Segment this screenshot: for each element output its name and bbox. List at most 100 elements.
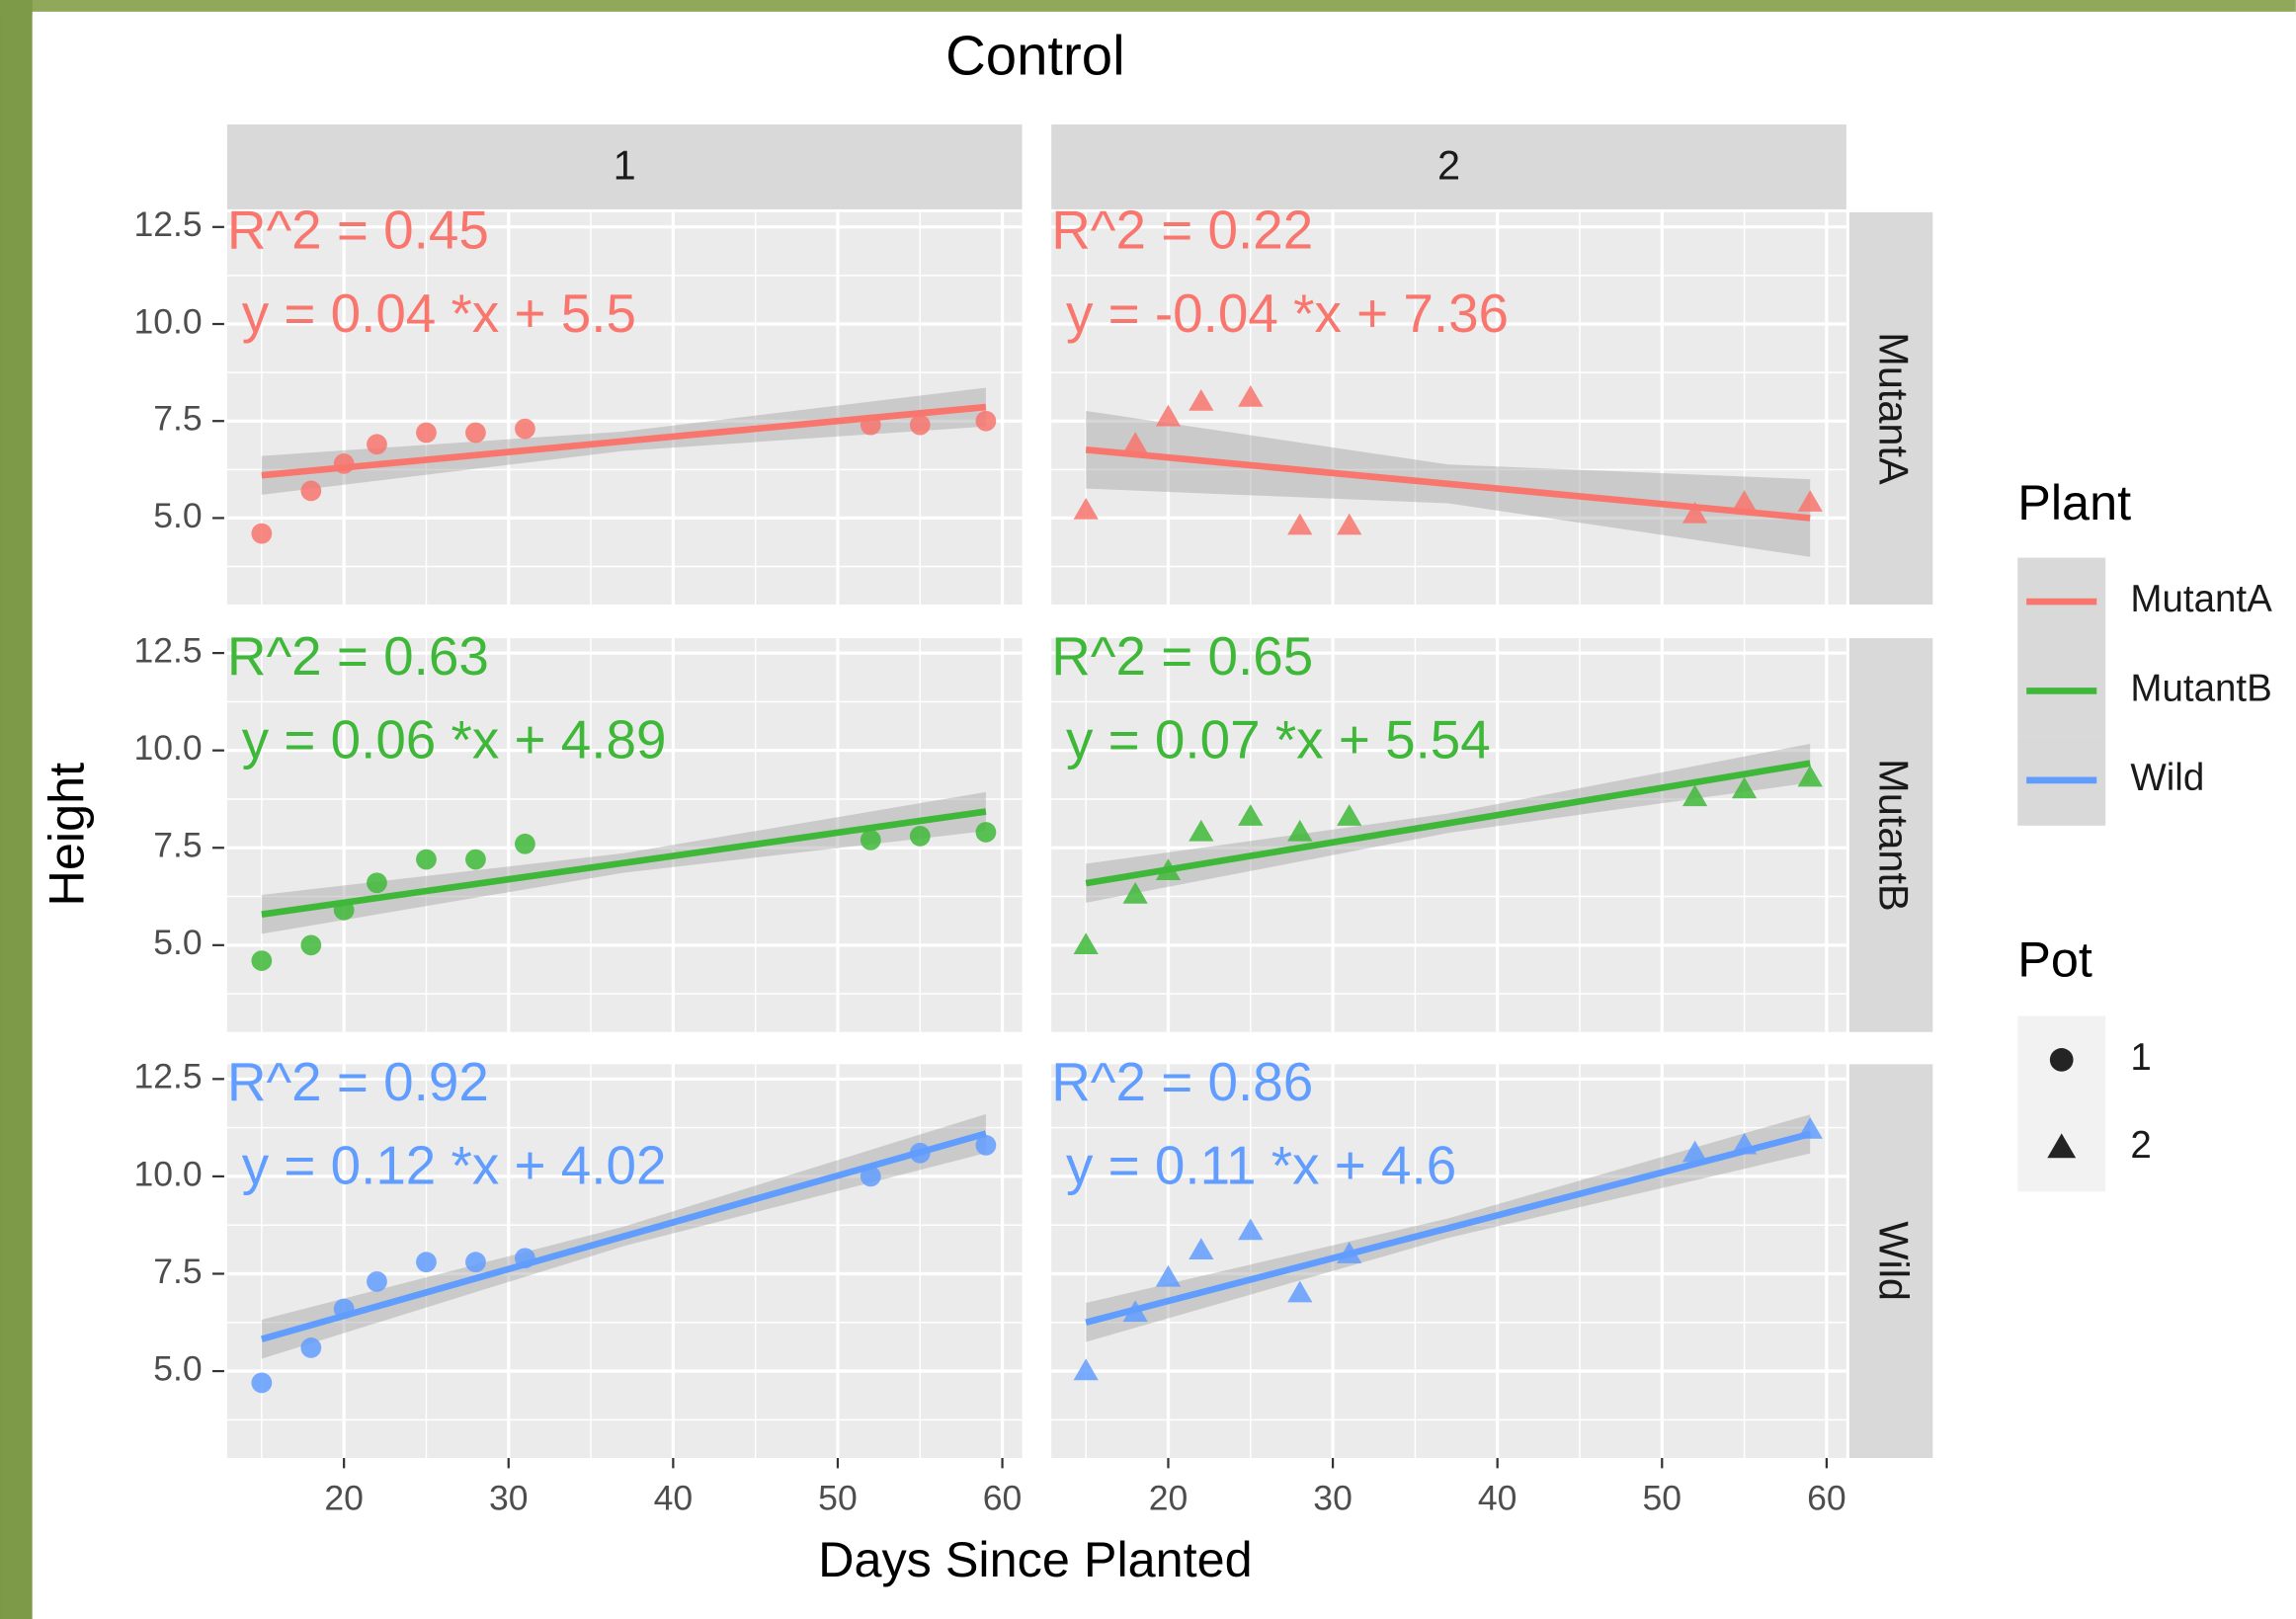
- point: [909, 414, 931, 436]
- fit-line: [1085, 445, 1811, 522]
- point: [515, 833, 535, 854]
- facet-strip: [1051, 123, 1846, 209]
- point: [416, 1252, 437, 1273]
- point: [300, 1337, 322, 1358]
- point: [1681, 501, 1708, 524]
- equation-annotation: y = 0.04 *x + 5.5: [242, 283, 636, 344]
- x-tick-label: 20: [324, 1478, 364, 1517]
- facet-label: Wild: [1870, 1221, 1917, 1301]
- x-tick-label: 40: [654, 1478, 694, 1517]
- facet-label: 1: [614, 141, 636, 188]
- background-strip: [0, 0, 2296, 15]
- y-tick-label: 12.5: [133, 1057, 202, 1096]
- y-tick-label: 12.5: [133, 630, 202, 670]
- point: [251, 950, 273, 971]
- y-tick-label: 7.5: [153, 1252, 202, 1291]
- panel: [226, 211, 1023, 606]
- point: [300, 480, 322, 502]
- panel: [1051, 211, 1846, 606]
- legend-title: Pot: [2017, 931, 2092, 987]
- x-tick-label: 50: [1643, 1478, 1682, 1517]
- point: [367, 434, 387, 455]
- panel: [226, 638, 1023, 1032]
- y-tick-label: 12.5: [133, 204, 202, 244]
- equation-annotation: y = -0.04 *x + 7.36: [1066, 283, 1509, 344]
- fit-line: [261, 403, 987, 479]
- x-tick-label: 40: [1478, 1478, 1517, 1517]
- facet-strip: [1848, 211, 1933, 606]
- point: [1797, 490, 1823, 512]
- legend-label: MutantB: [2130, 668, 2271, 710]
- legend-label: Wild: [2130, 757, 2204, 799]
- equation-annotation: y = 0.06 *x + 4.89: [242, 708, 667, 769]
- facet-label: 2: [1437, 141, 1460, 188]
- point: [515, 418, 535, 440]
- r2-annotation: R^2 = 0.86: [1051, 1051, 1313, 1112]
- point: [1122, 881, 1148, 904]
- y-axis-label: Height: [39, 763, 95, 907]
- point: [975, 410, 997, 432]
- legend-label: MutantA: [2130, 578, 2272, 620]
- fit-line: [1085, 760, 1811, 887]
- facet-strip: [226, 123, 1023, 209]
- equation-annotation: y = 0.12 *x + 4.02: [242, 1135, 667, 1196]
- point: [1337, 804, 1362, 826]
- point: [465, 1252, 486, 1273]
- point: [1797, 765, 1823, 787]
- legend-shape: [2049, 1048, 2074, 1072]
- point: [860, 1166, 881, 1187]
- point: [1189, 388, 1214, 411]
- x-tick-label: 30: [489, 1478, 529, 1517]
- point: [1189, 1238, 1214, 1259]
- point: [1731, 776, 1758, 799]
- chart-title: Control: [945, 25, 1124, 87]
- y-tick-label: 10.0: [133, 1154, 202, 1193]
- y-tick-label: 10.0: [133, 728, 202, 768]
- point: [1238, 385, 1264, 407]
- y-tick-label: 7.5: [153, 826, 202, 865]
- point: [1287, 513, 1313, 535]
- r2-annotation: R^2 = 0.63: [227, 625, 489, 687]
- legend-label: 1: [2130, 1036, 2151, 1079]
- point: [1073, 932, 1099, 954]
- point: [1731, 490, 1758, 512]
- point: [300, 934, 322, 956]
- y-tick-label: 5.0: [153, 1348, 202, 1388]
- x-tick-label: 20: [1149, 1478, 1189, 1517]
- point: [1681, 784, 1708, 807]
- point: [1155, 404, 1182, 427]
- point: [1073, 1358, 1099, 1381]
- point: [251, 1372, 273, 1394]
- point: [367, 1270, 387, 1292]
- r2-annotation: R^2 = 0.45: [227, 200, 489, 261]
- point: [1681, 1140, 1708, 1163]
- x-tick-label: 60: [983, 1478, 1023, 1517]
- point: [1189, 819, 1214, 842]
- legend-label: 2: [2130, 1124, 2151, 1167]
- point: [465, 849, 486, 870]
- y-tick-label: 7.5: [153, 399, 202, 439]
- fit-line: [261, 808, 987, 918]
- point: [416, 849, 437, 870]
- point: [1238, 1218, 1264, 1241]
- y-tick-label: 5.0: [153, 923, 202, 962]
- x-tick-label: 60: [1807, 1478, 1846, 1517]
- r2-annotation: R^2 = 0.22: [1051, 200, 1313, 261]
- point: [860, 829, 881, 850]
- point: [465, 422, 486, 444]
- panel: [1051, 638, 1846, 1032]
- x-tick-label: 30: [1313, 1478, 1353, 1517]
- point: [1287, 819, 1313, 842]
- point: [416, 422, 437, 444]
- point: [1073, 497, 1099, 520]
- equation-annotation: y = 0.11 *x + 4.6: [1066, 1135, 1456, 1196]
- point: [1155, 1264, 1182, 1287]
- x-axis-label: Days Since Planted: [818, 1531, 1253, 1587]
- legend-shape: [2047, 1133, 2077, 1159]
- x-tick-label: 50: [818, 1478, 858, 1517]
- point: [367, 872, 387, 894]
- point: [909, 826, 931, 847]
- legend-title: Plant: [2017, 474, 2131, 530]
- fit-line: [1085, 1130, 1812, 1327]
